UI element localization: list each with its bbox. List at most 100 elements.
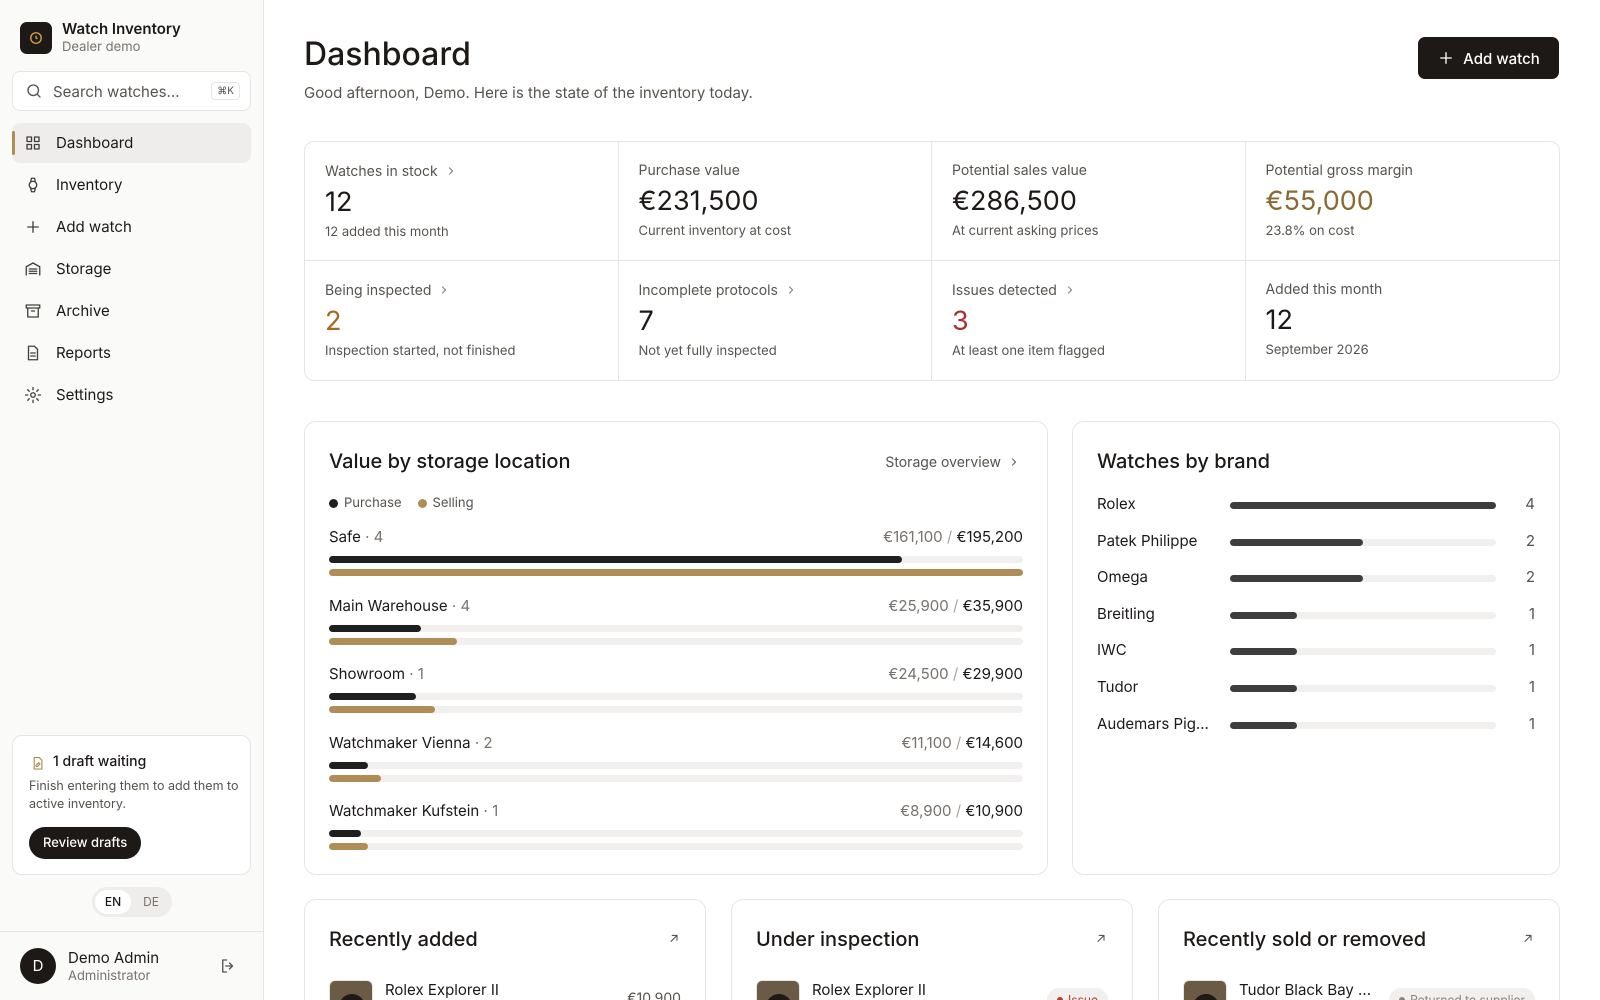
item-badge: Issue: [1047, 988, 1108, 1000]
location-name-row: Watchmaker Kufstein · 1: [329, 801, 498, 820]
stat-note: Current inventory at cost: [638, 223, 792, 239]
search-placeholder: Search watches...: [53, 82, 180, 101]
purchase-bar: [329, 761, 369, 769]
stat-card[interactable]: Being inspected 2 Inspection started, not …: [305, 261, 619, 380]
chevron-icon: [785, 284, 798, 297]
language-option[interactable]: DE: [143, 894, 159, 909]
bar-track: [329, 556, 1023, 563]
add-watch-button[interactable]: Add watch: [1418, 37, 1559, 79]
app-logo: [20, 22, 52, 54]
search-box[interactable]: Search watches... ⌘K: [12, 71, 251, 111]
location-values: €11,100 / €14,600: [901, 733, 1023, 752]
purchase-bar: [329, 556, 902, 563]
brand-count: 1: [1528, 713, 1535, 733]
selling-bar: [329, 637, 457, 645]
brand-bar: [1230, 611, 1297, 619]
item-thumbnail: [1183, 980, 1227, 1000]
separator: ·: [470, 732, 484, 752]
brand-bar: [1230, 648, 1297, 656]
location-count: 4: [373, 527, 384, 546]
badge-label: Returned to supplier: [1410, 992, 1525, 1000]
item-price: €10,900: [627, 990, 681, 1000]
item-thumbnail: [756, 980, 800, 1000]
panel-title: Value by storage location: [329, 449, 571, 473]
location-count: 1: [417, 664, 424, 683]
stat-value: 12: [325, 185, 353, 218]
legend-label: Selling: [432, 495, 474, 511]
nav-label: Settings: [56, 385, 114, 404]
purchase-value: €8,900: [900, 801, 952, 820]
stat-card[interactable]: Watches in stock 12 12 added this month: [305, 142, 619, 261]
nav-item[interactable]: Dashboard: [12, 123, 251, 163]
location-name: Main Warehouse: [329, 595, 448, 615]
bar-track: [329, 693, 1023, 700]
nav-item[interactable]: Archive: [12, 291, 251, 331]
nav-label: Archive: [56, 301, 110, 320]
open-icon[interactable]: [1521, 931, 1535, 949]
nav-item[interactable]: Reports: [12, 333, 251, 373]
open-icon[interactable]: [667, 931, 681, 949]
separator: ·: [447, 595, 461, 615]
chevron-icon: [438, 284, 451, 297]
selling-bar: [329, 706, 436, 713]
purchase-value: €11,100: [901, 732, 952, 752]
stat-value: 2: [325, 304, 342, 337]
separator: ·: [479, 801, 493, 820]
bar-track: [1230, 721, 1496, 729]
language-option[interactable]: EN: [95, 890, 131, 914]
stat-label-row: Being inspected: [325, 281, 598, 299]
stat-note: 23.8% on cost: [1265, 223, 1355, 239]
open-icon[interactable]: [1094, 931, 1108, 949]
stat-card[interactable]: Incomplete protocols 7 Not yet fully inspe…: [619, 261, 932, 380]
app-subtitle: Dealer demo: [62, 39, 141, 55]
stat-label-row: Potential gross margin: [1266, 162, 1540, 179]
stat-card: Added this month 12 September 2026: [1246, 261, 1560, 380]
brand-count: 1: [1528, 640, 1535, 660]
nav-item[interactable]: Settings: [12, 375, 251, 415]
nav-item[interactable]: Add watch: [12, 207, 251, 247]
nav-icon: [24, 260, 42, 282]
search-shortcut: ⌘K: [211, 82, 240, 100]
badge-label: Issue: [1068, 992, 1098, 1000]
nav-icon: [24, 176, 42, 198]
badge-dot: [1057, 997, 1064, 1000]
location-values: €24,500 / €29,900: [888, 664, 1023, 683]
brand-count: 1: [1528, 677, 1535, 696]
storage-overview-link[interactable]: Storage overview: [885, 453, 1023, 471]
stat-note: 12 added this month: [325, 224, 449, 240]
nav-item[interactable]: Storage: [12, 249, 251, 289]
review-drafts-button[interactable]: Review drafts: [29, 827, 142, 859]
chevron-icon: [1064, 284, 1077, 297]
bar-track: [329, 761, 1023, 769]
legend-swatch: [329, 498, 338, 508]
brand-count: 1: [1528, 603, 1535, 623]
stat-value: 7: [638, 304, 654, 337]
brand-bar: [1230, 502, 1496, 509]
location-name-row: Watchmaker Vienna · 2: [329, 733, 493, 752]
nav-label: Storage: [56, 259, 112, 278]
nav-item[interactable]: Inventory: [12, 165, 251, 205]
bar-track: [1230, 611, 1496, 619]
bar-track: [1230, 502, 1496, 509]
item-name: Tudor Black Bay ...: [1239, 980, 1372, 999]
nav-label: Inventory: [56, 175, 123, 194]
selling-value: €10,900: [965, 801, 1023, 820]
logout-icon[interactable]: [219, 957, 237, 979]
bar-track: [1230, 538, 1496, 546]
stat-card: Potential sales value €286,500 At current …: [932, 142, 1246, 261]
nav-label: Add watch: [56, 217, 132, 236]
stat-label: Potential sales value: [952, 162, 1087, 179]
bar-track: [1230, 685, 1496, 692]
item-badge: Returned to supplier: [1389, 988, 1535, 1000]
brands-panel: Watches by brand Rolex 4 Patek Philippe 2 Ome…: [1072, 421, 1560, 875]
stat-note: Inspection started, not finished: [325, 343, 516, 359]
selling-value: €29,900: [962, 664, 1023, 683]
stat-value: €231,500: [638, 184, 759, 217]
bar-track: [329, 569, 1023, 576]
location-values: €25,900 / €35,900: [888, 596, 1023, 615]
separator: ·: [405, 664, 418, 683]
stat-card[interactable]: Issues detected 3 At least one item flagge…: [932, 261, 1246, 380]
purchase-bar: [329, 693, 417, 700]
brand-bar: [1230, 575, 1363, 583]
selling-value: €35,900: [962, 595, 1023, 615]
